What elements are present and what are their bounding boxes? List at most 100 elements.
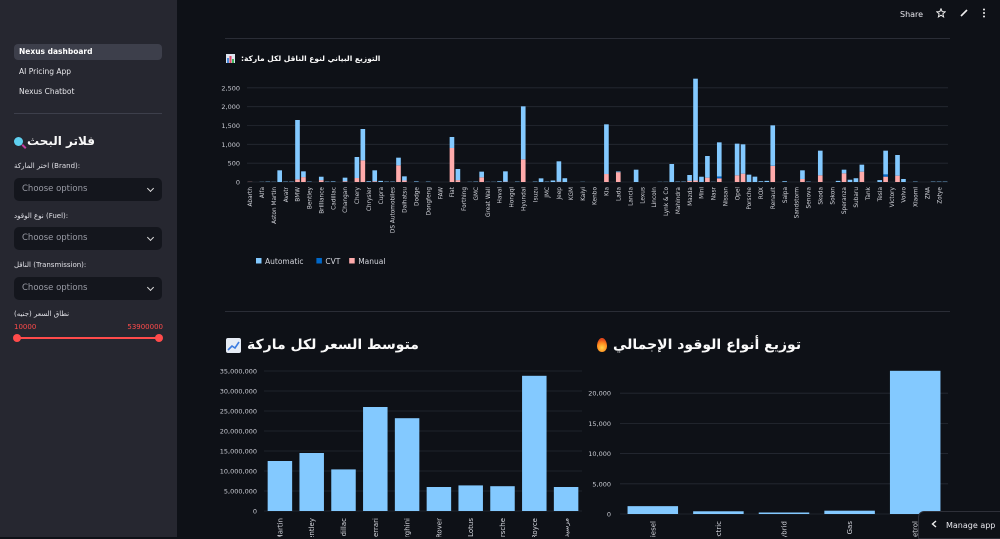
legend-label: Automatic [265, 257, 303, 266]
bar-automatic [818, 151, 823, 176]
bar-automatic [319, 177, 324, 180]
x-tick-label: Sandstorm [795, 187, 801, 219]
x-tick-label: Sokon [830, 187, 836, 205]
bar-chart-icon [226, 54, 235, 63]
bar-cvt [883, 174, 888, 176]
y-tick-label: 20,000,000 [220, 428, 257, 436]
star-icon[interactable] [936, 8, 946, 20]
x-tick-label: مرسيدس [563, 518, 571, 537]
x-tick-label: Mazda [688, 187, 694, 206]
transmission-select[interactable]: Choose options [14, 277, 162, 300]
bar-automatic [396, 158, 401, 166]
x-tick-label: Skoda [818, 187, 824, 205]
x-tick-label: Speranza [842, 187, 848, 215]
filter-title-text: فلاتر البحث [27, 134, 95, 148]
bar-automatic [372, 170, 377, 181]
price-chart-title-text: متوسط السعر لكل ماركة [247, 337, 419, 353]
x-tick-label: Changan [343, 187, 349, 213]
bar [759, 512, 810, 514]
price-chart-title: متوسط السعر لكل ماركة [226, 337, 419, 353]
x-tick-label: Bentley [308, 518, 316, 537]
price-slider-min-handle[interactable] [13, 334, 21, 342]
y-tick-label: 1,000 [221, 141, 240, 149]
bar-manual [770, 166, 775, 182]
section-divider [225, 38, 950, 39]
bar-manual [883, 177, 888, 182]
bar-automatic [836, 181, 841, 182]
bar-automatic [800, 170, 805, 179]
bar-manual [735, 175, 740, 182]
share-button[interactable]: Share [900, 10, 923, 19]
x-tick-label: Senova [807, 187, 813, 209]
x-tick-label: Mahindra [676, 187, 682, 215]
x-tick-label: Fiat [450, 186, 456, 197]
x-tick-label: Kia [605, 187, 611, 196]
x-tick-label: Bentley [308, 186, 314, 209]
fuel-select[interactable]: Choose options [14, 227, 162, 250]
bar-manual [450, 148, 455, 182]
bar-manual [355, 178, 360, 182]
bar-automatic [705, 156, 710, 178]
bar-manual [361, 160, 366, 182]
bar-manual [456, 180, 461, 182]
price-slider-max-handle[interactable] [155, 334, 163, 342]
bar-automatic [854, 178, 859, 182]
chart-increasing-icon [226, 338, 241, 353]
bar-manual [895, 176, 900, 182]
bar-manual [705, 178, 710, 182]
bar-automatic [450, 137, 455, 148]
nav-nexus-dashboard[interactable]: Nexus dashboard [14, 44, 162, 60]
sidebar: Nexus dashboard AI Pricing App Nexus Cha… [0, 0, 177, 537]
x-tick-label: Saipa [783, 187, 789, 204]
bar-manual [860, 172, 865, 182]
transmission-chart-title: :التوزيع البياني لنوع الناقل لكل ماركة [226, 54, 380, 63]
bar-automatic [503, 171, 508, 181]
x-tick-label: Hyundai [521, 187, 527, 211]
transmission-label: الناقل (Transmission): [14, 261, 86, 269]
bar-automatic [539, 178, 544, 182]
x-tick-label: Volvo [902, 187, 908, 203]
transmission-chart-title-text: :التوزيع البياني لنوع الناقل لكل ماركة [241, 54, 380, 63]
kebab-menu-icon[interactable] [982, 8, 986, 20]
x-tick-label: Alfa [260, 187, 266, 199]
x-tick-label: Aston Martin [276, 518, 284, 537]
brand-select[interactable]: Choose options [14, 178, 162, 201]
bar-automatic [551, 180, 556, 182]
bar [890, 371, 941, 514]
x-tick-label: Great Wall [486, 187, 492, 218]
bar-automatic [414, 181, 419, 182]
bar-automatic [759, 181, 764, 182]
bar-automatic [361, 129, 366, 160]
fuel-label: نوع الوقود (Fuel): [14, 212, 68, 220]
x-tick-label: Nissan [723, 187, 729, 207]
bar-automatic [883, 151, 888, 175]
bar-manual [687, 181, 692, 182]
nav-nexus-chatbot[interactable]: Nexus Chatbot [14, 84, 162, 100]
x-tick-label: Diesel [649, 521, 657, 537]
y-tick-label: 10,000 [588, 450, 611, 458]
nav-ai-pricing-app[interactable]: AI Pricing App [14, 64, 162, 80]
bar-automatic [877, 180, 882, 182]
bar-automatic [616, 171, 621, 172]
bar-automatic [343, 178, 348, 182]
chevron-down-icon [147, 185, 154, 192]
x-tick-label: Porsche [499, 518, 507, 537]
x-tick-label: ROX [759, 187, 765, 199]
bar-manual [372, 181, 377, 182]
y-tick-label: 25,000,000 [220, 408, 257, 416]
pencil-icon[interactable] [959, 8, 969, 20]
bar [458, 485, 482, 511]
bar-automatic [563, 178, 568, 182]
manage-app-button[interactable]: Manage app [918, 511, 1000, 539]
bar-automatic [277, 170, 282, 182]
price-slider-track[interactable] [17, 337, 159, 339]
bar-manual [479, 177, 484, 182]
bar-automatic [295, 120, 300, 179]
bar-automatic [848, 180, 853, 182]
y-tick-label: 35,000,000 [220, 368, 257, 376]
fuel-chart-title-text: توزيع أنواع الوقود الإجمالي [613, 337, 801, 353]
x-tick-label: Land Rover [435, 518, 443, 537]
sidebar-divider [14, 113, 162, 114]
x-tick-label: FAW [438, 187, 444, 199]
fire-icon [597, 338, 607, 352]
